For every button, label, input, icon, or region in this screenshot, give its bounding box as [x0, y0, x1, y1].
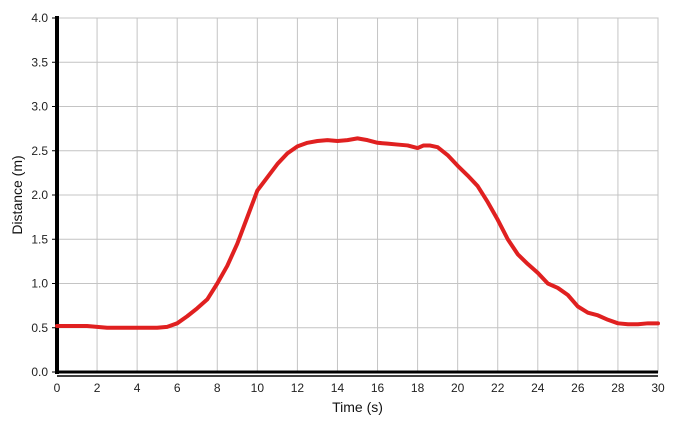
y-tick-label: 3.0	[31, 100, 48, 114]
y-tick-label: 3.5	[31, 55, 48, 69]
x-tick-label: 10	[251, 381, 265, 395]
series-layer	[55, 136, 660, 330]
x-tick-label: 20	[451, 381, 465, 395]
x-tick-label: 0	[54, 381, 61, 395]
x-tick-label: 30	[651, 381, 665, 395]
x-tick-label: 12	[291, 381, 305, 395]
x-tick-label: 26	[571, 381, 585, 395]
x-tick-label: 2	[94, 381, 101, 395]
y-tick-label: 2.0	[31, 188, 48, 202]
axes-layer	[52, 16, 658, 377]
x-tick-label: 22	[491, 381, 505, 395]
y-tick-label: 0.0	[31, 365, 48, 379]
x-tick-label: 24	[531, 381, 545, 395]
x-tick-label: 4	[134, 381, 141, 395]
x-axis-title: Time (s)	[332, 399, 383, 415]
y-tick-label: 0.5	[31, 321, 48, 335]
x-tick-label: 8	[214, 381, 221, 395]
distance-series-line	[55, 136, 660, 330]
x-tick-label: 6	[174, 381, 181, 395]
y-tick-label: 2.5	[31, 144, 48, 158]
y-tick-label: 4.0	[31, 11, 48, 25]
x-tick-label: 14	[331, 381, 345, 395]
y-tick-label: 1.5	[31, 232, 48, 246]
grid-layer	[56, 17, 659, 373]
x-tick-label: 18	[411, 381, 425, 395]
x-tick-label: 28	[611, 381, 625, 395]
y-axis-title: Distance (m)	[9, 155, 25, 234]
tick-labels-layer: 0 2 4 6 8 10 12 14 16 18 20 22 24 26 28 300.00.51.01.52…	[31, 11, 665, 395]
x-tick-label: 16	[371, 381, 385, 395]
y-tick-label: 1.0	[31, 277, 48, 291]
